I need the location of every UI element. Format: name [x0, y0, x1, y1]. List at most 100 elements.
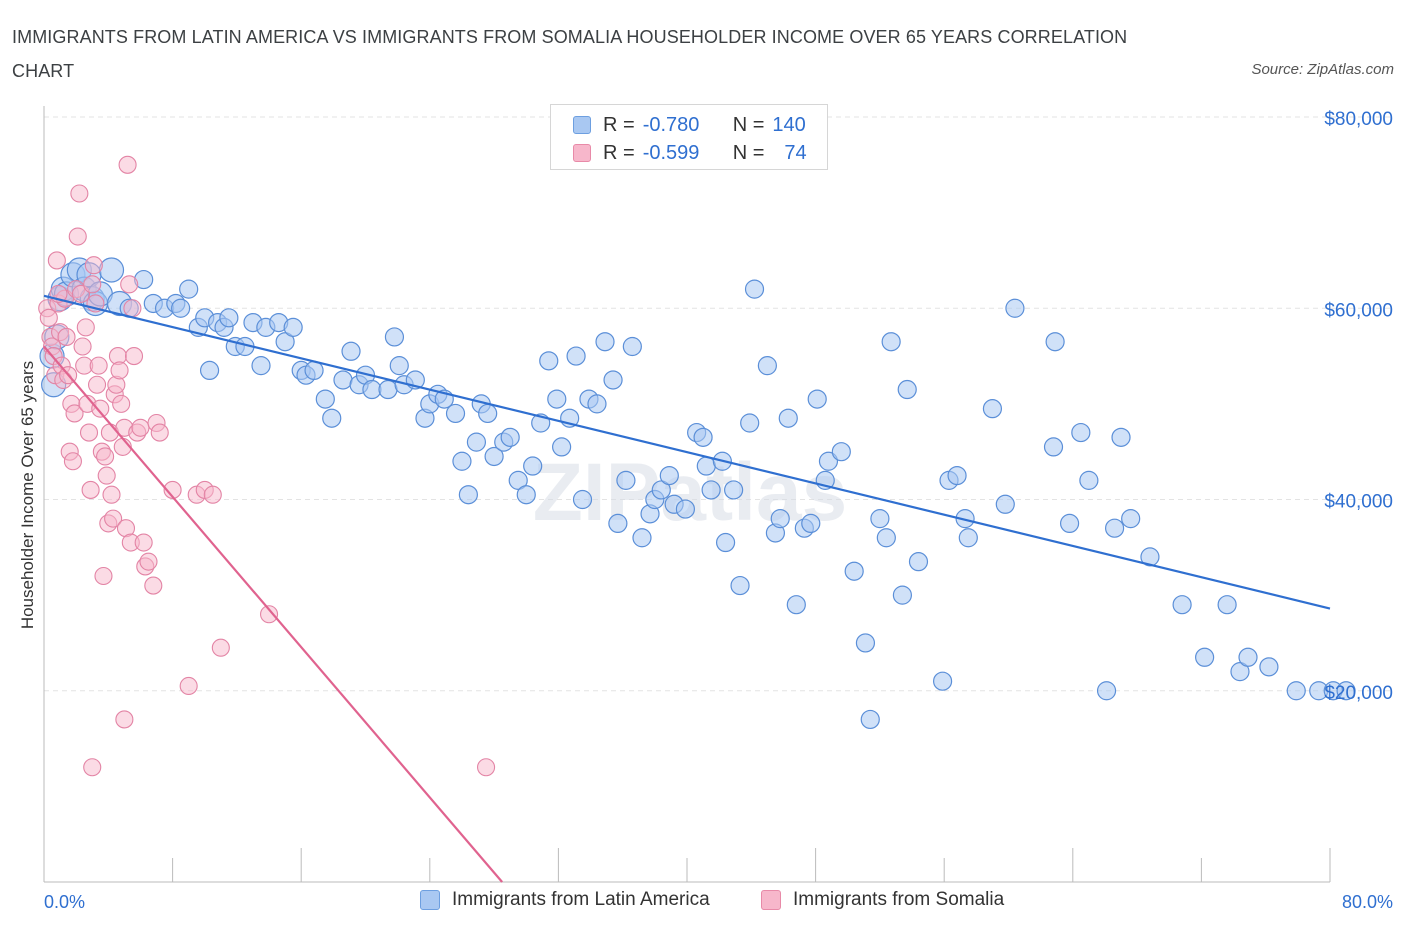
data-point-latin-america	[744, 279, 765, 299]
data-point-latin-america	[932, 671, 953, 691]
data-point-latin-america	[1336, 681, 1356, 701]
data-point-somalia	[84, 256, 103, 275]
data-point-latin-america	[608, 513, 628, 534]
stats-row-somalia: R = -0.599 N = 74	[573, 141, 807, 165]
data-point-somalia	[83, 275, 102, 294]
data-point-somalia	[203, 485, 222, 504]
data-point-somalia	[131, 418, 150, 437]
data-point-latin-america	[171, 298, 191, 318]
data-point-latin-america	[1217, 595, 1237, 615]
data-point-somalia	[63, 452, 82, 471]
data-point-somalia	[477, 758, 496, 777]
y-axis-label: Householder Income Over 65 years	[18, 361, 37, 629]
legend-label-somalia: Immigrants from Somalia	[793, 889, 1005, 910]
legend-item-somalia: Immigrants from Somalia	[761, 889, 1004, 911]
data-point-latin-america	[786, 595, 806, 615]
data-point-latin-america	[881, 332, 901, 352]
n-value: 140	[772, 113, 806, 136]
data-point-latin-america	[870, 509, 890, 529]
data-point-latin-america	[730, 575, 750, 596]
data-point-somalia	[139, 552, 158, 571]
data-point-latin-america	[378, 379, 398, 400]
stats-row-latin-america: R = -0.780 N = 140	[573, 113, 806, 137]
data-point-latin-america	[897, 379, 917, 400]
data-point-somalia	[70, 184, 89, 203]
data-point-somalia	[118, 155, 137, 174]
data-point-latin-america	[275, 332, 295, 352]
somalia-swatch	[573, 144, 591, 162]
data-point-latin-america	[315, 389, 335, 409]
data-point-somalia	[89, 356, 108, 375]
data-point-somalia	[87, 375, 107, 394]
data-point-latin-america	[651, 480, 671, 500]
data-point-latin-america	[333, 370, 353, 390]
data-point-somalia	[81, 480, 100, 499]
series-legend: Immigrants from Latin America Immigrants…	[0, 889, 1406, 915]
data-point-somalia	[91, 399, 110, 418]
data-point-somalia	[65, 404, 84, 423]
somalia-legend-swatch	[761, 890, 781, 910]
data-point-latin-america	[622, 336, 642, 357]
trend-lines	[43, 294, 1331, 883]
data-point-latin-america	[675, 499, 695, 519]
x-tick-label-min: 0.0%	[44, 892, 85, 912]
data-point-somalia	[79, 423, 99, 442]
data-point-latin-america	[445, 403, 466, 424]
data-point-latin-america	[552, 437, 572, 457]
data-point-somalia	[76, 318, 95, 337]
data-point-latin-america	[908, 552, 929, 572]
data-point-somalia	[120, 275, 139, 294]
data-point-latin-america	[844, 561, 864, 581]
data-point-latin-america	[341, 341, 361, 361]
data-point-somalia	[39, 308, 58, 327]
n-label: N =	[732, 141, 765, 164]
x-tick-label-max: 80.0%	[1342, 892, 1393, 912]
data-point-somalia	[57, 327, 76, 346]
data-point-latin-america	[484, 446, 504, 467]
data-point-somalia	[179, 676, 198, 696]
data-point-latin-america	[466, 432, 487, 452]
data-point-latin-america	[1043, 437, 1064, 457]
data-point-somalia	[115, 710, 134, 729]
data-point-latin-america	[1005, 298, 1025, 318]
data-point-latin-america	[1286, 681, 1306, 701]
data-point-somalia	[112, 394, 131, 413]
data-point-latin-america	[855, 633, 876, 653]
data-point-latin-america	[693, 427, 713, 447]
data-point-somalia	[73, 337, 92, 356]
data-point-somalia	[96, 447, 115, 466]
data-point-somalia	[110, 361, 129, 380]
data-point-latin-america	[947, 465, 967, 486]
data-point-latin-america	[701, 480, 721, 500]
legend-label-latin-america: Immigrants from Latin America	[452, 889, 710, 910]
data-point-somalia	[150, 423, 169, 442]
data-point-latin-america	[757, 356, 777, 376]
data-point-latin-america	[632, 528, 652, 548]
data-point-latin-america	[500, 427, 520, 447]
n-value: 74	[784, 141, 807, 164]
data-point-latin-america	[1059, 513, 1080, 534]
data-point-latin-america	[1045, 332, 1065, 352]
data-point-latin-america	[283, 317, 303, 337]
series-latin-america-points	[39, 257, 1356, 730]
legend-item-latin-america: Immigrants from Latin America	[420, 889, 710, 911]
data-point-latin-america	[523, 456, 543, 476]
data-point-latin-america	[1104, 518, 1125, 538]
data-point-latin-america	[478, 403, 498, 424]
r-label: R =	[603, 141, 635, 164]
data-point-latin-america	[566, 346, 586, 366]
data-point-latin-america	[1096, 681, 1117, 701]
latin-america-swatch	[573, 116, 591, 134]
data-point-latin-america	[982, 399, 1003, 419]
data-point-latin-america	[539, 351, 559, 371]
data-point-latin-america	[616, 470, 636, 490]
r-value: -0.780	[642, 113, 700, 136]
data-point-latin-america	[1259, 657, 1279, 677]
data-point-latin-america	[1140, 547, 1160, 567]
data-point-somalia	[104, 509, 123, 528]
data-point-latin-america	[1121, 509, 1141, 529]
data-point-latin-america	[770, 509, 790, 529]
data-point-latin-america	[199, 360, 220, 381]
data-point-latin-america	[384, 327, 405, 347]
